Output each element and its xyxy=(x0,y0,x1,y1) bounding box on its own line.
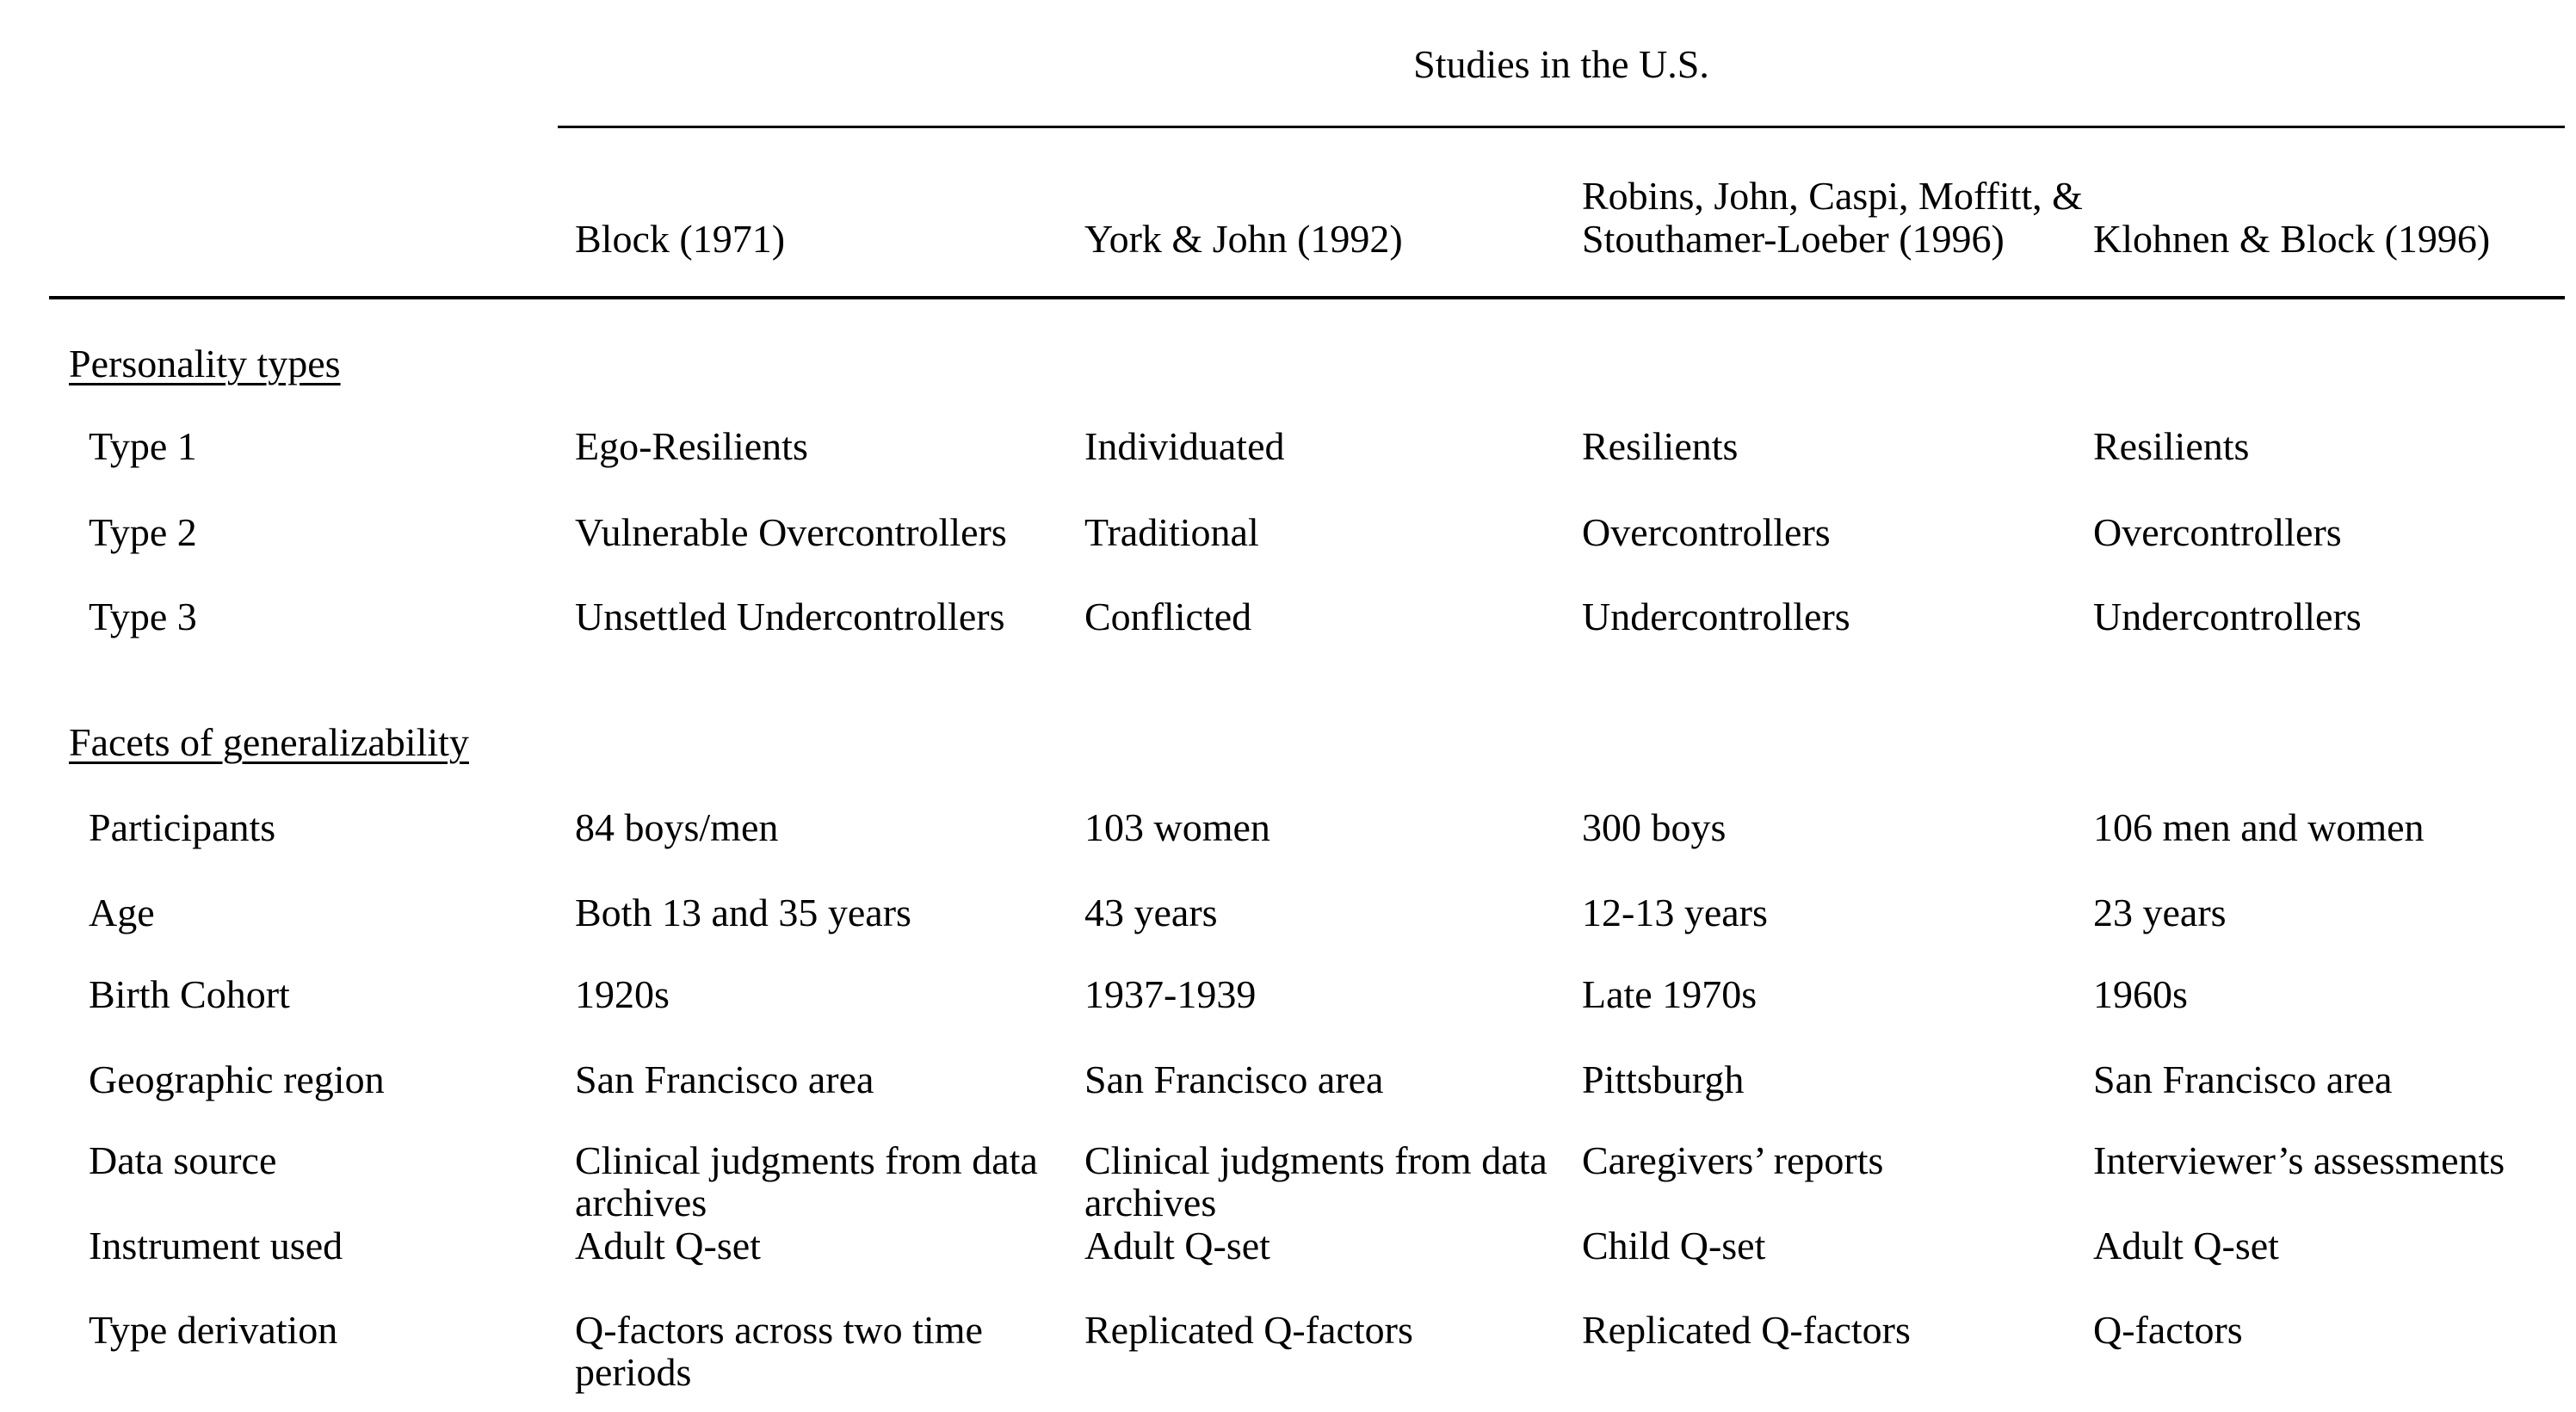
row-label-age: Age xyxy=(89,891,155,934)
table-cell: Clinical judgments from data archives xyxy=(1084,1138,1547,1224)
table-cell: Overcontrollers xyxy=(2093,510,2342,554)
column-header-robins-et-al-1996: Robins, John, Caspi, Moffitt, & Stoutham… xyxy=(1582,174,2083,261)
table-cell: San Francisco area xyxy=(1084,1057,1384,1101)
section-heading-facets-of-generalizability: Facets of generalizability xyxy=(69,720,469,764)
table-cell: Q-factors across two time periods xyxy=(575,1308,983,1394)
table-cell: Individuated xyxy=(1084,424,1285,468)
table-cell: Adult Q-set xyxy=(1084,1224,1270,1267)
table-cell: Interviewer’s assessments xyxy=(2093,1138,2505,1182)
table-cell: Undercontrollers xyxy=(1582,595,1850,638)
table-cell: Vulnerable Overcontrollers xyxy=(575,510,1007,554)
table-cell: Clinical judgments from data archives xyxy=(575,1138,1038,1224)
table-cell: 43 years xyxy=(1084,891,1218,934)
table-cell: Ego-Resilients xyxy=(575,424,808,468)
header-rule xyxy=(49,296,2565,299)
table-cell: Resilients xyxy=(1582,424,1739,468)
table-cell: 1960s xyxy=(2093,972,2188,1016)
table-cell: 103 women xyxy=(1084,805,1270,849)
column-header-block-1971: Block (1971) xyxy=(575,217,786,261)
row-label-data-source: Data source xyxy=(89,1138,277,1182)
table-cell: Child Q-set xyxy=(1582,1224,1766,1267)
row-label-type-3: Type 3 xyxy=(89,595,197,638)
table-cell: 1920s xyxy=(575,972,670,1016)
row-label-type-derivation: Type derivation xyxy=(89,1308,338,1352)
table-spanner-title: Studies in the U.S. xyxy=(1413,42,1709,86)
spanner-rule xyxy=(558,126,2565,128)
table-cell: Caregivers’ reports xyxy=(1582,1138,1884,1182)
table-cell: Resilients xyxy=(2093,424,2250,468)
table-cell: Unsettled Undercontrollers xyxy=(575,595,1005,638)
table-cell: 106 men and women xyxy=(2093,805,2425,849)
row-label-participants: Participants xyxy=(89,805,276,849)
row-label-type-1: Type 1 xyxy=(89,424,197,468)
table-cell: Adult Q-set xyxy=(2093,1224,2279,1267)
table-cell: 12-13 years xyxy=(1582,891,1768,934)
table-cell: 300 boys xyxy=(1582,805,1727,849)
table-cell: Replicated Q-factors xyxy=(1582,1308,1911,1352)
row-label-geographic-region: Geographic region xyxy=(89,1057,385,1101)
row-label-birth-cohort: Birth Cohort xyxy=(89,972,290,1016)
table-cell: San Francisco area xyxy=(575,1057,874,1101)
table-cell: Both 13 and 35 years xyxy=(575,891,911,934)
table-cell: Adult Q-set xyxy=(575,1224,761,1267)
table-cell: 23 years xyxy=(2093,891,2227,934)
table-cell: Undercontrollers xyxy=(2093,595,2362,638)
row-label-type-2: Type 2 xyxy=(89,510,197,554)
table-cell: Pittsburgh xyxy=(1582,1057,1745,1101)
table-cell: Overcontrollers xyxy=(1582,510,1831,554)
table-cell: 1937-1939 xyxy=(1084,972,1257,1016)
row-label-instrument-used: Instrument used xyxy=(89,1224,343,1267)
table-cell: 84 boys/men xyxy=(575,805,779,849)
column-header-klohnen-block-1996: Klohnen & Block (1996) xyxy=(2093,217,2491,261)
table-cell: Traditional xyxy=(1084,510,1259,554)
section-heading-personality-types: Personality types xyxy=(69,342,341,385)
table-cell: Late 1970s xyxy=(1582,972,1757,1016)
table-cell: Q-factors xyxy=(2093,1308,2243,1352)
column-header-york-john-1992: York & John (1992) xyxy=(1084,217,1403,261)
table-cell: Replicated Q-factors xyxy=(1084,1308,1413,1352)
table-cell: San Francisco area xyxy=(2093,1057,2393,1101)
table-cell: Conflicted xyxy=(1084,595,1252,638)
